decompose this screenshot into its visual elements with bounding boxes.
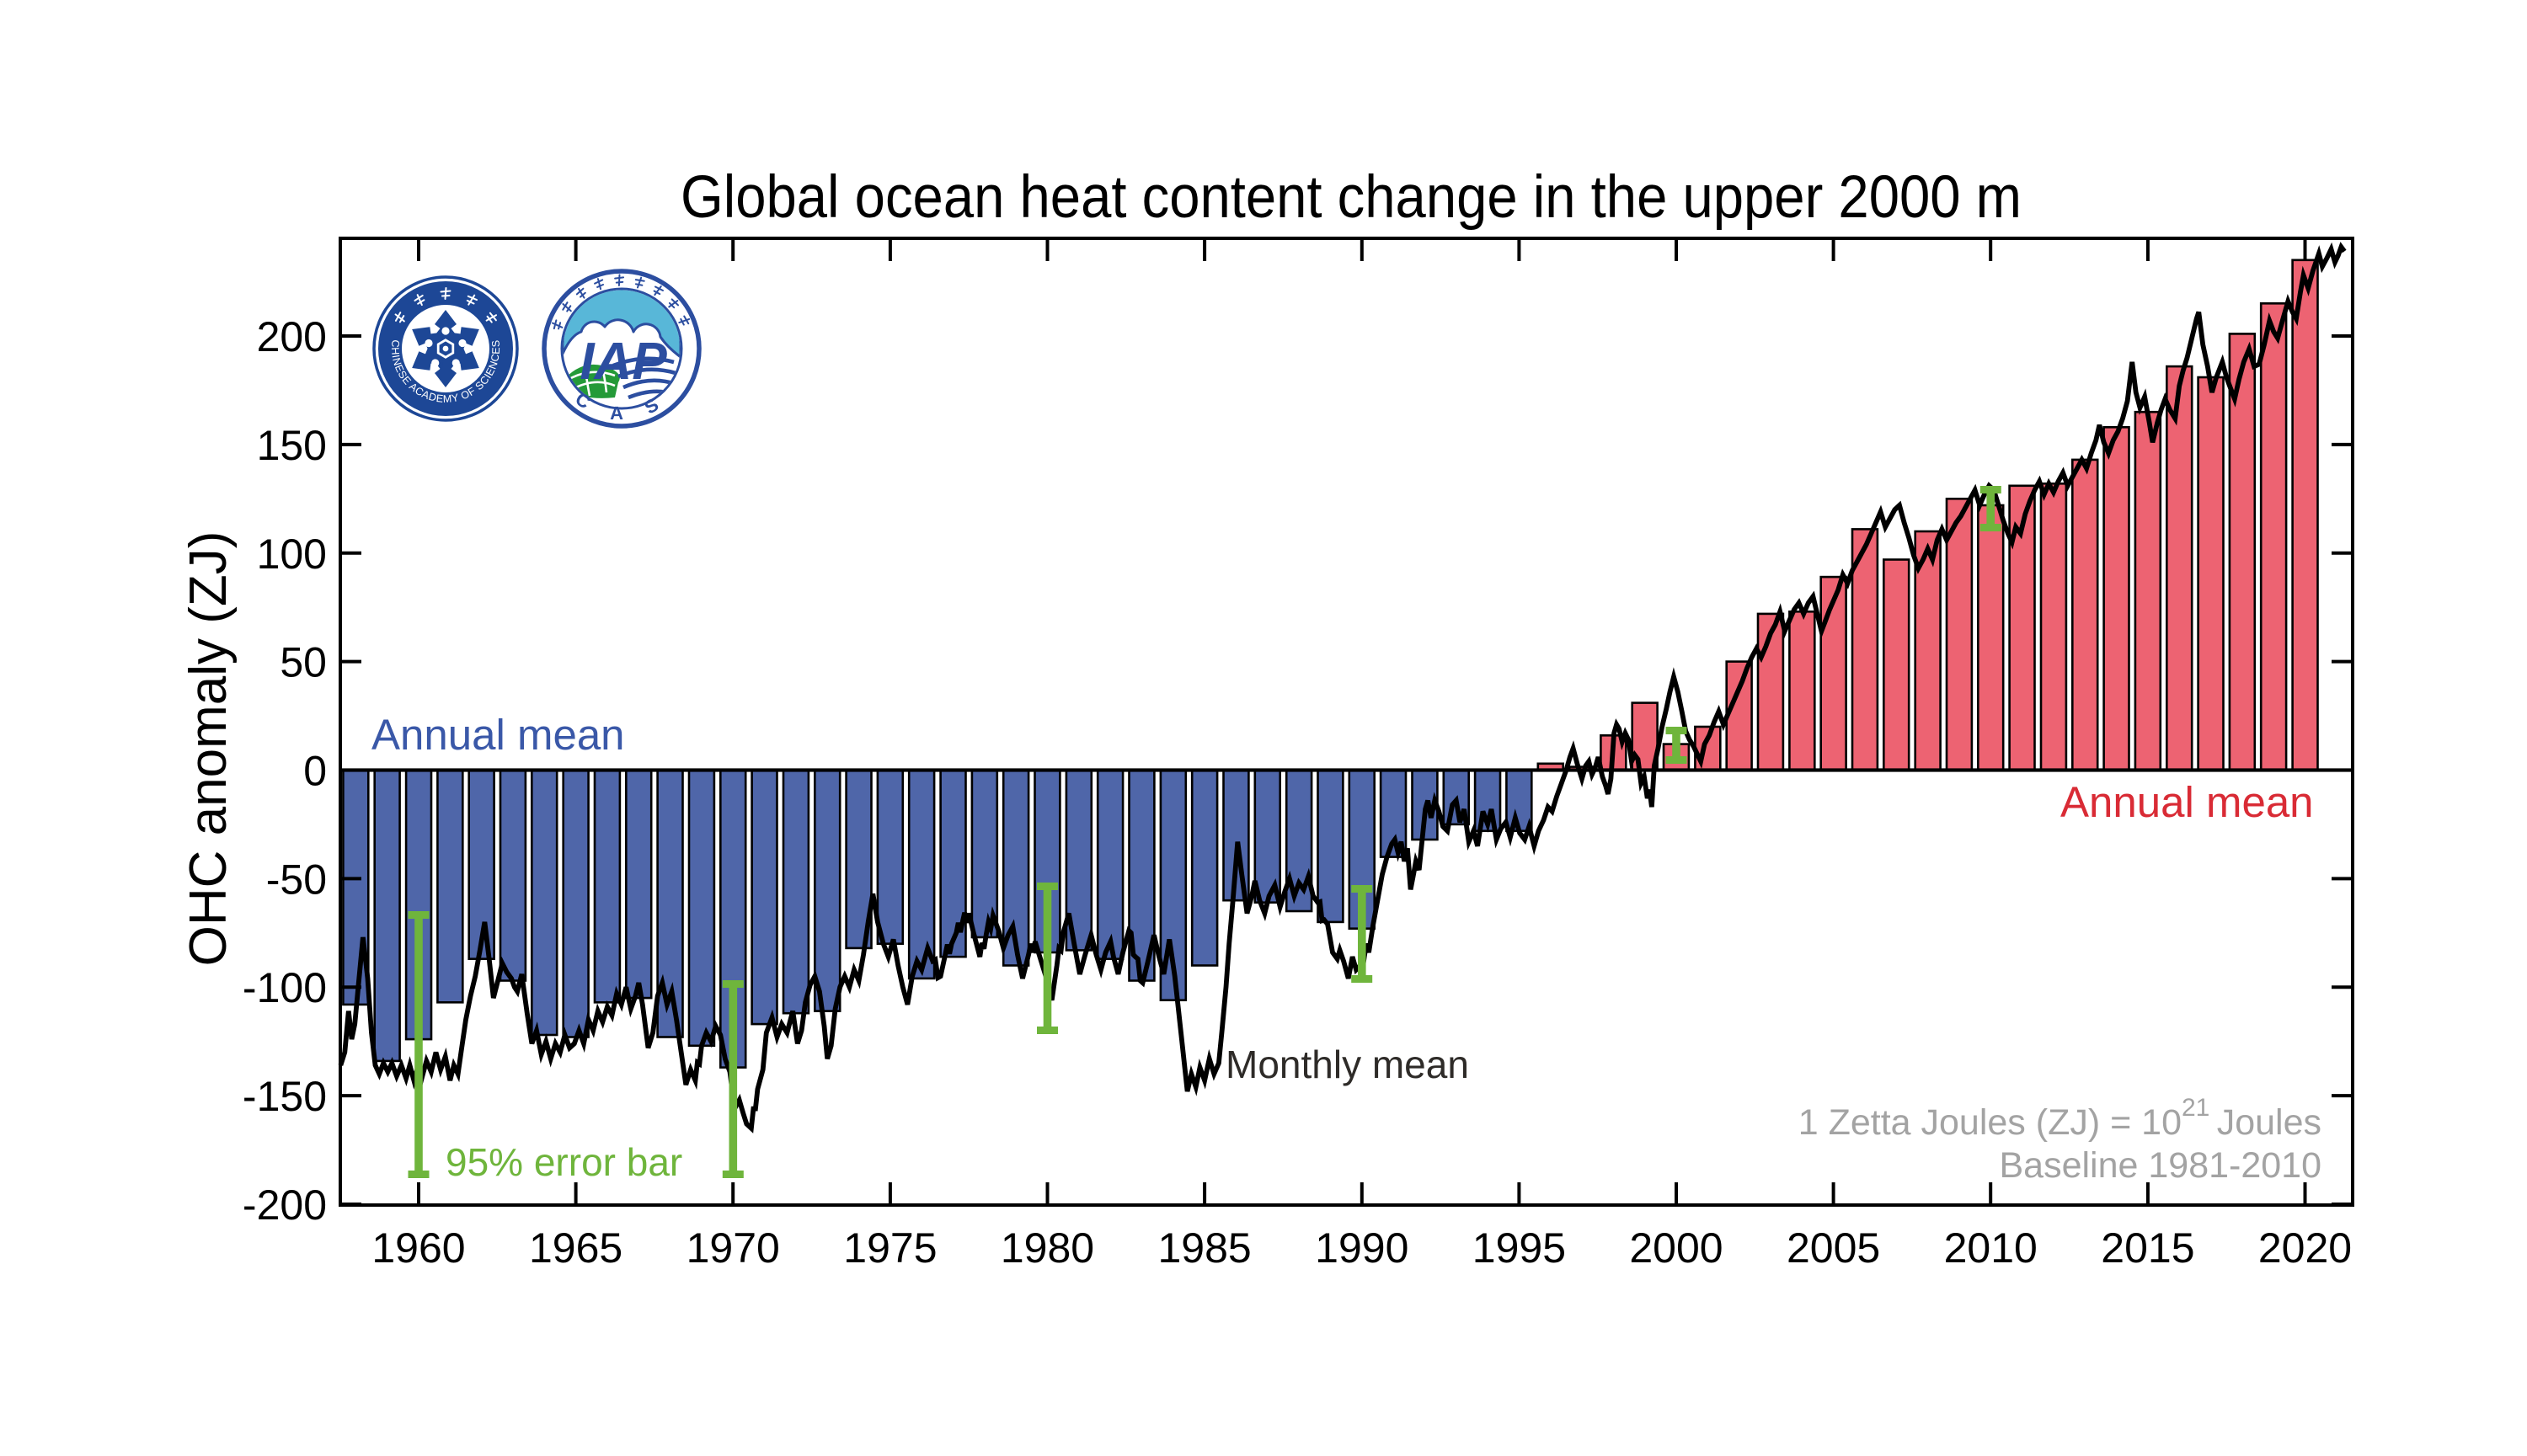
- svg-text:0: 0: [303, 748, 327, 795]
- svg-text:Monthly mean: Monthly mean: [1226, 1043, 1469, 1086]
- svg-text:1985: 1985: [1157, 1224, 1251, 1272]
- svg-text:2010: 2010: [1944, 1224, 2038, 1272]
- svg-text:100: 100: [257, 531, 327, 578]
- svg-text:1965: 1965: [529, 1224, 622, 1272]
- svg-text:2020: 2020: [2258, 1224, 2352, 1272]
- svg-text:Global ocean heat content chan: Global ocean heat content change in the …: [681, 164, 2022, 231]
- svg-text:Annual mean: Annual mean: [371, 711, 625, 759]
- svg-text:-200: -200: [243, 1181, 327, 1229]
- svg-text:Annual mean: Annual mean: [2060, 778, 2314, 826]
- svg-text:OHC anomaly (ZJ): OHC anomaly (ZJ): [179, 531, 238, 967]
- svg-text:1960: 1960: [371, 1224, 465, 1272]
- svg-text:1970: 1970: [687, 1224, 780, 1272]
- svg-text:2000: 2000: [1629, 1224, 1723, 1272]
- svg-text:1975: 1975: [843, 1224, 937, 1272]
- svg-text:1995: 1995: [1472, 1224, 1566, 1272]
- svg-text:1990: 1990: [1315, 1224, 1408, 1272]
- svg-text:150: 150: [257, 422, 327, 469]
- svg-text:50: 50: [280, 639, 327, 686]
- svg-text:-150: -150: [243, 1073, 327, 1120]
- svg-text:95% error bar: 95% error bar: [446, 1140, 682, 1184]
- svg-text:1980: 1980: [1001, 1224, 1094, 1272]
- svg-text:2005: 2005: [1787, 1224, 1880, 1272]
- svg-text:IAP: IAP: [580, 333, 667, 391]
- svg-text:2015: 2015: [2101, 1224, 2194, 1272]
- svg-text:Baseline 1981-2010: Baseline 1981-2010: [1999, 1145, 2321, 1186]
- svg-text:200: 200: [257, 313, 327, 360]
- svg-text:-100: -100: [243, 964, 327, 1011]
- svg-text:1 Zetta Joules (ZJ) = 1021 Jou: 1 Zetta Joules (ZJ) = 1021 Joules: [1798, 1094, 2321, 1143]
- svg-text:-50: -50: [266, 856, 327, 903]
